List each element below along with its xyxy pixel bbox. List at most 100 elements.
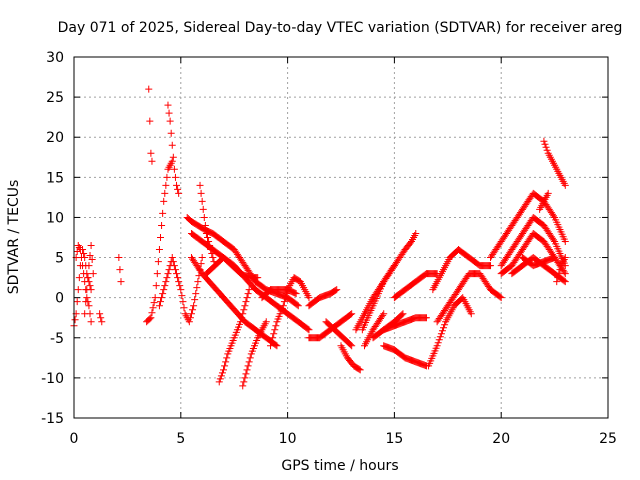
data-point — [174, 274, 182, 282]
series-t8 — [164, 101, 183, 197]
series-t15 — [215, 286, 253, 386]
data-point — [305, 326, 313, 334]
data-point — [115, 254, 123, 262]
series-t7 — [143, 157, 176, 326]
data-point — [174, 185, 182, 193]
data-point — [560, 277, 568, 285]
data-point — [215, 378, 223, 386]
data-point — [153, 270, 161, 278]
y-tick-label: -5 — [50, 331, 64, 347]
data-point — [177, 286, 185, 294]
data-point — [332, 286, 340, 294]
data-point — [240, 306, 248, 314]
data-point — [157, 298, 165, 306]
data-point — [160, 197, 168, 205]
series-t40 — [536, 189, 552, 213]
data-point — [561, 254, 569, 262]
data-point — [270, 330, 278, 338]
chart-title: Day 071 of 2025, Sidereal Day-to-day VTE… — [58, 20, 623, 36]
data-point — [550, 236, 558, 244]
data-point — [149, 304, 157, 312]
data-point — [75, 274, 83, 282]
y-tick-label: 30 — [46, 50, 64, 66]
data-point — [204, 234, 211, 241]
data-point — [434, 339, 442, 347]
data-point — [279, 302, 287, 310]
data-point — [200, 213, 208, 221]
data-point — [192, 290, 200, 298]
data-point — [150, 299, 158, 307]
y-tick-label: 5 — [55, 251, 64, 267]
data-point — [440, 324, 448, 332]
data-point — [175, 278, 183, 286]
series-t3 — [81, 242, 97, 318]
data-point — [262, 318, 270, 326]
data-point — [97, 314, 105, 322]
data-point — [348, 310, 356, 318]
series-t6 — [145, 85, 156, 165]
data-point — [155, 302, 163, 310]
data-point — [467, 310, 475, 318]
data-point — [254, 274, 262, 282]
data-point — [169, 258, 177, 266]
series-t30 — [401, 229, 420, 254]
data-point — [148, 157, 156, 165]
data-point — [305, 294, 313, 302]
data-point — [241, 374, 249, 382]
series-t22 — [337, 342, 364, 374]
data-point — [76, 246, 84, 254]
data-point — [77, 254, 85, 262]
data-point — [158, 294, 166, 302]
series-t13 — [187, 254, 281, 350]
series-t39 — [540, 137, 569, 189]
data-point — [198, 254, 206, 262]
series-t38 — [519, 254, 559, 270]
data-point — [196, 181, 204, 189]
data-point — [199, 205, 207, 213]
data-point — [555, 270, 563, 278]
data-point — [561, 181, 569, 189]
data-point — [191, 296, 199, 304]
series-t20 — [322, 318, 356, 350]
y-tick-label: 20 — [46, 130, 64, 146]
data-point — [243, 294, 251, 302]
data-point — [544, 189, 552, 197]
data-point — [116, 266, 124, 274]
data-point — [154, 258, 162, 266]
data-point — [148, 309, 156, 317]
data-point — [173, 270, 181, 278]
series-t27 — [380, 342, 430, 370]
data-point — [85, 262, 93, 270]
data-point — [146, 315, 154, 323]
data-point — [433, 342, 441, 350]
data-point — [152, 282, 160, 290]
data-point — [189, 306, 197, 314]
data-point — [162, 181, 170, 189]
series-t28 — [380, 314, 430, 334]
data-point — [280, 298, 288, 306]
data-point — [117, 278, 125, 286]
series-t33 — [433, 270, 505, 326]
y-axis-label: SDTVAR / TECUs — [6, 180, 22, 295]
data-point — [185, 318, 193, 326]
data-point — [437, 330, 445, 338]
data-point — [161, 189, 169, 197]
data-point — [293, 301, 301, 309]
data-point — [216, 375, 224, 383]
data-point — [380, 310, 388, 318]
data-point — [168, 157, 176, 165]
data-point — [561, 270, 569, 278]
series-t21 — [305, 286, 341, 310]
data-point — [87, 318, 95, 326]
data-point — [272, 322, 280, 330]
data-point — [422, 314, 430, 322]
data-point — [267, 342, 275, 350]
data-point — [159, 209, 167, 217]
data-point — [217, 372, 225, 380]
data-point — [348, 342, 356, 350]
data-point — [167, 129, 175, 137]
data-point — [561, 238, 569, 246]
y-tick-label: 25 — [46, 90, 64, 106]
data-point — [168, 141, 176, 149]
data-point — [356, 366, 364, 374]
